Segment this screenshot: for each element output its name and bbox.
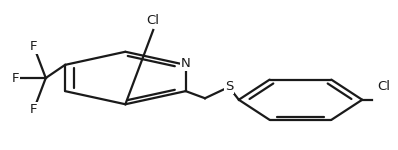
Text: F: F	[30, 103, 37, 116]
Text: N: N	[181, 57, 191, 70]
Text: Cl: Cl	[147, 15, 160, 27]
Text: Cl: Cl	[378, 81, 390, 93]
Text: F: F	[12, 72, 20, 84]
Text: F: F	[30, 40, 37, 53]
Text: S: S	[224, 81, 233, 93]
